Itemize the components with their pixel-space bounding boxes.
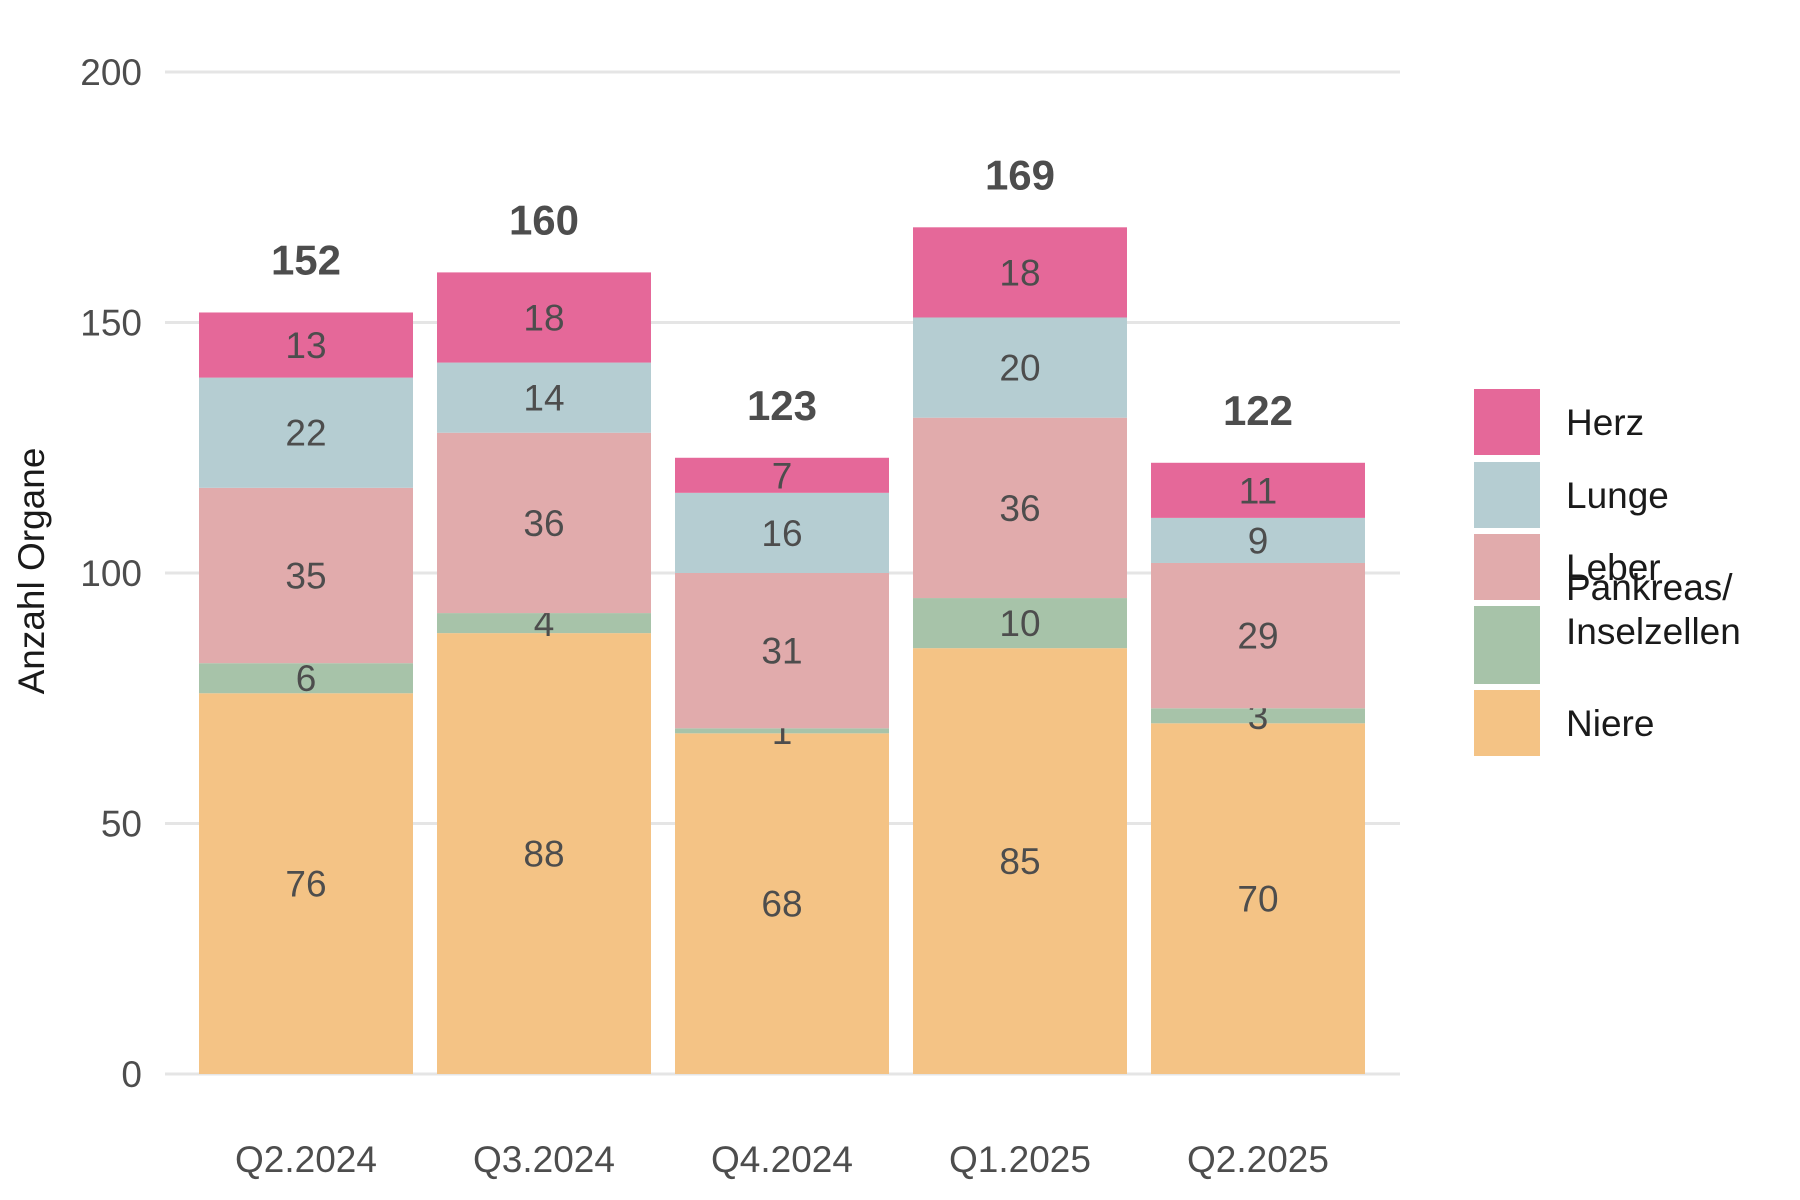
segment-value-label: 18	[999, 252, 1040, 293]
legend-key	[1474, 690, 1540, 756]
segment-value-label: 6	[296, 658, 317, 699]
total-label: 123	[747, 382, 817, 429]
bar-segment	[675, 733, 889, 1074]
bar-segment	[199, 663, 413, 694]
bar-segment	[437, 272, 651, 363]
legend-item: Niere	[1474, 690, 1654, 756]
bar-segment	[913, 317, 1127, 418]
y-tick-label: 50	[101, 804, 142, 845]
bar-stack: 88 4 36 14 18 160	[437, 196, 651, 1074]
bar-stack: 85 10 36 20 18 169	[913, 151, 1127, 1074]
y-tick-label: 200	[80, 52, 142, 93]
segment-value-label: 10	[999, 603, 1040, 644]
total-label: 160	[509, 196, 579, 243]
bar-segment	[675, 728, 889, 734]
legend-item: Leber	[1474, 534, 1661, 600]
bar-segment	[913, 227, 1127, 318]
bar-segment	[1151, 462, 1365, 518]
legend-key	[1474, 462, 1540, 528]
legend-label: Niere	[1566, 703, 1654, 744]
legend-label: Leber	[1566, 547, 1661, 588]
legend-item: Lunge	[1474, 462, 1669, 528]
bar-segment	[199, 312, 413, 378]
y-tick-label: 100	[80, 553, 142, 594]
segment-value-label: 36	[999, 488, 1040, 529]
bar-segment	[199, 377, 413, 488]
segment-value-label: 14	[523, 378, 564, 419]
legend-key	[1474, 606, 1540, 684]
segment-value-label: 85	[999, 841, 1040, 882]
segment-value-label: 11	[1239, 470, 1277, 511]
bar-segment	[1151, 708, 1365, 724]
bar-segment	[913, 598, 1127, 649]
bar-segment	[675, 457, 889, 493]
bar-segment	[437, 362, 651, 433]
legend-item: Herz	[1474, 389, 1644, 455]
bar-stack: 76 6 35 22 13 152	[199, 236, 413, 1074]
segment-value-label: 88	[523, 834, 564, 875]
segment-value-label: 36	[523, 503, 564, 544]
segment-value-label: 18	[523, 297, 564, 338]
bar-segment	[199, 693, 413, 1074]
bar-segment	[913, 648, 1127, 1074]
segment-value-label: 7	[772, 455, 793, 496]
bar-segment	[913, 417, 1127, 599]
segment-value-label: 68	[761, 884, 802, 925]
bars: 7663522131528843614181606813116712385103…	[199, 151, 1365, 1074]
legend-label: Pankreas/Inselzellen	[1566, 567, 1741, 652]
bar-segment	[675, 573, 889, 729]
segment-value-label: 16	[761, 513, 802, 554]
bar-segment	[199, 487, 413, 664]
segment-value-label: 31	[761, 631, 802, 672]
bar-segment	[1151, 562, 1365, 709]
x-axis-ticks: Q2.2024 Q3.2024 Q4.2024 Q1.2025 Q2.2025	[235, 1139, 1329, 1180]
total-label: 169	[985, 151, 1055, 198]
x-tick-label: Q1.2025	[949, 1139, 1091, 1180]
x-tick-label: Q3.2024	[473, 1139, 615, 1180]
segment-value-label: 70	[1237, 879, 1278, 920]
x-tick-label: Q2.2025	[1187, 1139, 1329, 1180]
bar-segment	[675, 492, 889, 573]
y-axis-ticks: 0 50 100 150 200	[80, 52, 142, 1095]
segment-value-label: 76	[285, 864, 326, 905]
segment-value-label: 9	[1248, 520, 1269, 561]
x-tick-label: Q4.2024	[711, 1139, 853, 1180]
segment-value-label: 29	[1237, 616, 1278, 657]
legend-label: Herz	[1566, 402, 1644, 443]
y-tick-label: 150	[80, 303, 142, 344]
legend-key	[1474, 389, 1540, 455]
segment-value-label: 35	[285, 556, 326, 597]
total-label: 152	[271, 236, 341, 283]
bar-segment	[437, 432, 651, 614]
bar-segment	[1151, 517, 1365, 563]
y-axis-title: Anzahl Organe	[11, 448, 52, 695]
segment-value-label: 22	[285, 413, 326, 454]
segment-value-label: 20	[999, 348, 1040, 389]
segment-value-label: 4	[534, 603, 555, 644]
segment-value-label: 13	[285, 325, 326, 366]
bar-segment	[437, 633, 651, 1074]
bar-segment	[437, 613, 651, 634]
legend-key	[1474, 534, 1540, 600]
x-tick-label: Q2.2024	[235, 1139, 377, 1180]
total-label: 122	[1223, 387, 1293, 434]
bar-segment	[1151, 723, 1365, 1074]
y-tick-label: 0	[121, 1054, 142, 1095]
legend-item: Pankreas/Inselzellen	[1474, 567, 1741, 684]
legend-label: Lunge	[1566, 475, 1669, 516]
